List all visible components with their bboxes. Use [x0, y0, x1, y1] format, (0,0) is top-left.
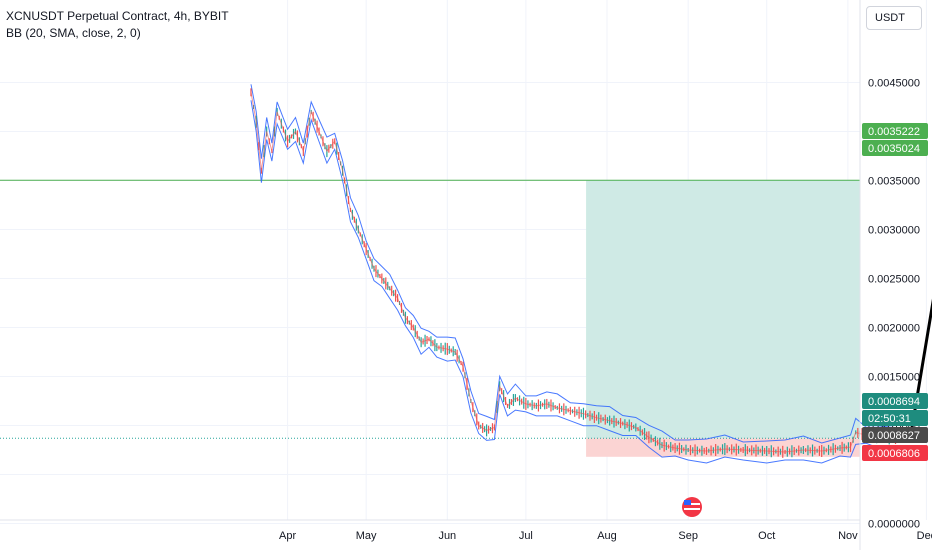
target-upper-tag: 0.0035222 — [868, 126, 920, 138]
y-tick-label: 0.0015000 — [868, 372, 920, 384]
x-tick-label: Dec — [917, 530, 932, 542]
y-tick-label: 0.0030000 — [868, 225, 920, 237]
y-tick-label: 0.0000000 — [868, 519, 920, 531]
chart-legend: XCNUSDT Perpetual Contract, 4h, BYBIT BB… — [6, 8, 229, 42]
ma-value-tag-bg — [862, 427, 928, 443]
last-price-tag: 0.0008694 — [868, 396, 920, 408]
x-tick-label: Oct — [758, 530, 775, 542]
x-tick-label: Sep — [678, 530, 698, 542]
x-tick-label: May — [356, 530, 377, 542]
x-tick-label: Jun — [438, 530, 456, 542]
y-tick-label: 0.0035000 — [868, 176, 920, 188]
flag-stripe — [684, 508, 700, 510]
y-tick-label: 0.0020000 — [868, 323, 920, 335]
last-price-tag-bg — [862, 393, 928, 409]
x-tick-label: Aug — [597, 530, 617, 542]
x-tick-label: Nov — [838, 530, 858, 542]
bollinger-upper — [250, 84, 898, 444]
x-tick-label: Jul — [519, 530, 533, 542]
symbol-title[interactable]: XCNUSDT Perpetual Contract, 4h, BYBIT — [6, 9, 229, 23]
flag-stripe — [684, 503, 700, 505]
price-series[interactable] — [250, 92, 898, 453]
countdown-tag: 02:50:31 — [868, 413, 911, 425]
y-tick-label: 0.0045000 — [868, 78, 920, 90]
target-lower-tag-bg — [862, 140, 928, 156]
bollinger-lower — [250, 100, 898, 464]
countdown-tag-bg — [862, 410, 928, 426]
indicator-label[interactable]: BB (20, SMA, close, 2, 0) — [6, 26, 141, 40]
profit-zone[interactable] — [586, 180, 860, 439]
stop-value-tag-bg — [862, 445, 928, 461]
ma-value-tag: 0.0008627 — [868, 430, 920, 442]
x-tick-label: Apr — [279, 530, 296, 542]
flag-canton — [684, 500, 691, 505]
y-tick-label: 0.0025000 — [868, 274, 920, 286]
target-upper-tag-bg — [862, 123, 928, 139]
stop-value-tag: 0.0006806 — [868, 448, 920, 460]
target-lower-tag: 0.0035024 — [868, 143, 920, 155]
currency-button[interactable]: USDT — [866, 6, 922, 30]
